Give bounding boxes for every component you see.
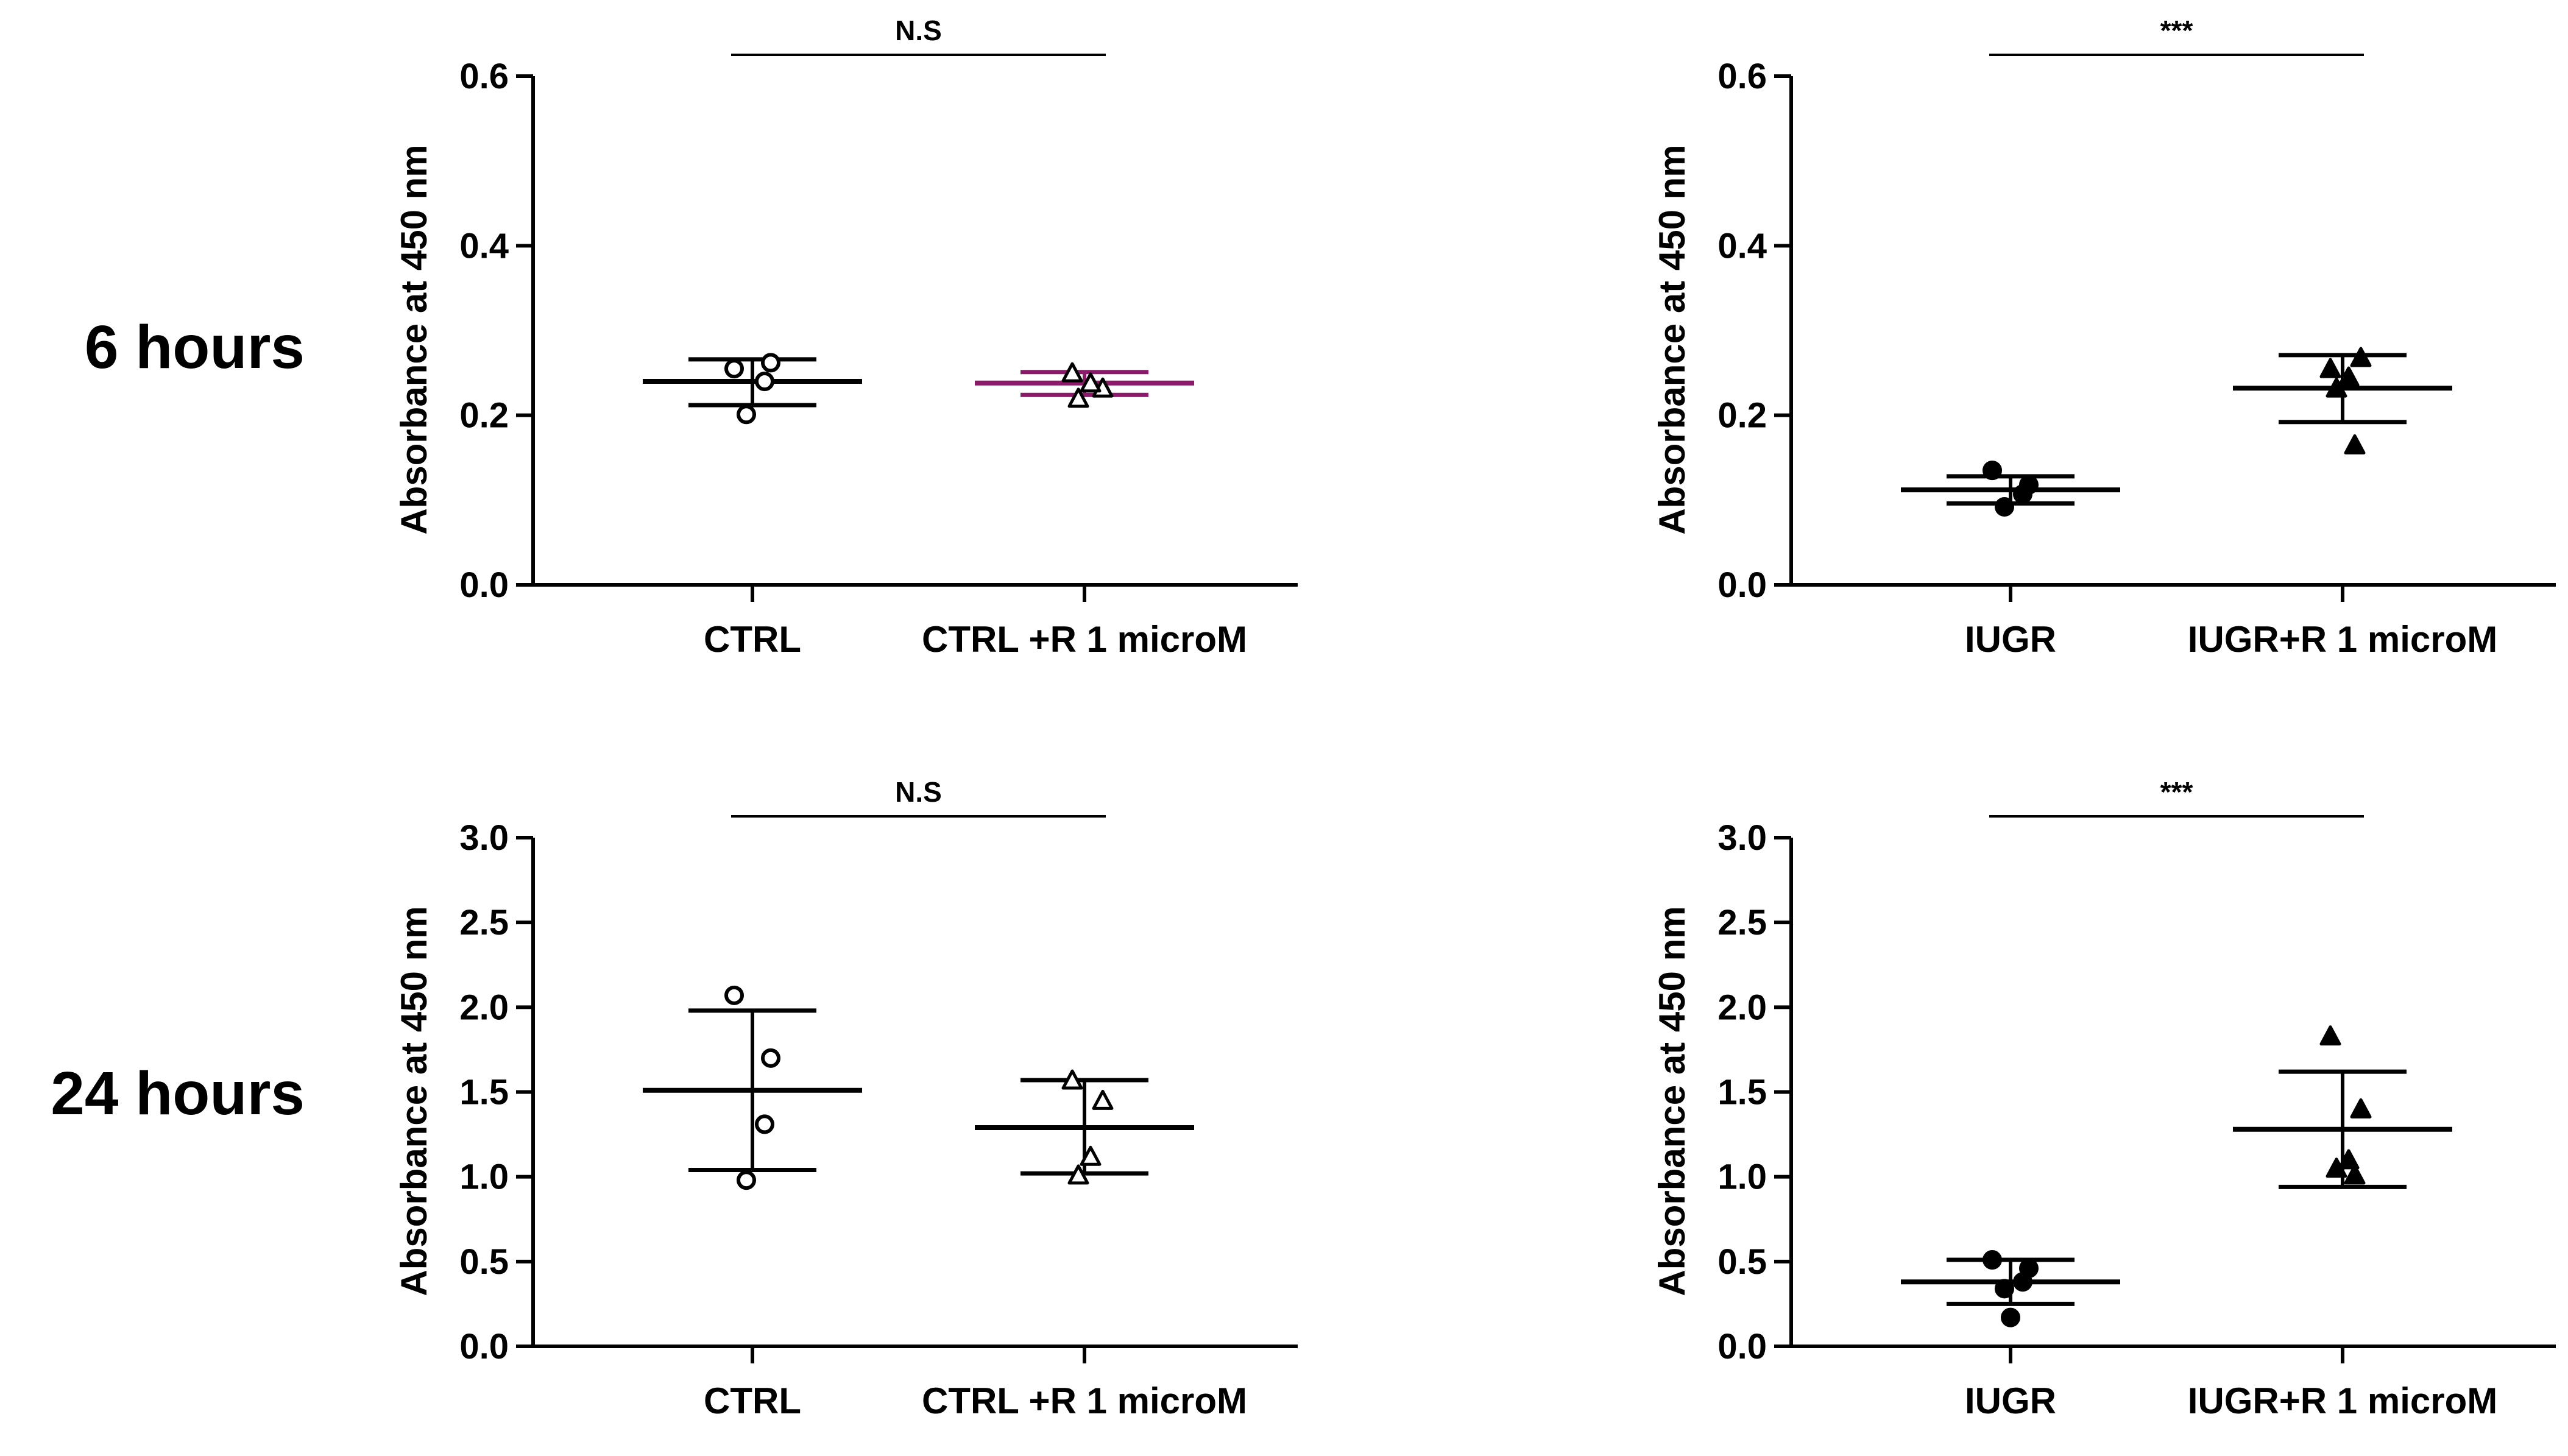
- y-tick-label: 2.5: [459, 903, 509, 942]
- significance-label: ***: [2160, 15, 2193, 46]
- x-tick-label: CTRL: [704, 1380, 801, 1421]
- data-point: [755, 1114, 774, 1134]
- data-point: [1067, 1164, 1089, 1185]
- x-tick-label: CTRL +R 1 microM: [922, 619, 1247, 660]
- data-point: [2326, 1157, 2347, 1178]
- data-point: [2338, 1149, 2360, 1170]
- significance-label: ***: [2160, 776, 2193, 808]
- data-point: [761, 353, 780, 373]
- y-tick-label: 1.5: [1717, 1073, 1767, 1112]
- y-tick-label: 0.0: [459, 565, 509, 605]
- y-tick-label: 0.4: [459, 226, 509, 266]
- data-point: [2338, 366, 2360, 387]
- data-point: [1092, 1089, 1114, 1110]
- chart-iugr-6h: 0.0 0.2 0.4 0.6 Absorbance at 450 nm IUGR IUGR…: [1652, 15, 2556, 660]
- data-point: [2326, 377, 2347, 398]
- x-tick-label: CTRL: [704, 619, 801, 660]
- data-point: [1080, 1145, 1102, 1166]
- y-tick-label: 2.0: [1717, 988, 1767, 1027]
- row-label-24-hours: 24 hours: [51, 1059, 305, 1128]
- y-tick-label: 3.0: [459, 818, 509, 858]
- y-tick-label: 1.0: [459, 1157, 509, 1197]
- data-point: [737, 405, 756, 425]
- y-tick-label: 2.5: [1717, 903, 1767, 942]
- x-tick-label: IUGR+R 1 microM: [2188, 1380, 2497, 1421]
- y-tick-label: 0.5: [1717, 1242, 1767, 1282]
- y-tick-label: 1.5: [459, 1073, 509, 1112]
- y-tick-label: 0.6: [1717, 57, 1767, 96]
- y-axis-label: Absorbance at 450 nm: [394, 906, 434, 1296]
- data-point: [2344, 434, 2366, 454]
- y-axis-label: Absorbance at 450 nm: [394, 144, 434, 534]
- y-tick-label: 0.5: [459, 1242, 509, 1282]
- y-tick-label: 0.0: [1717, 1327, 1767, 1366]
- data-point: [2013, 1272, 2032, 1292]
- data-point: [1995, 1279, 2014, 1299]
- y-axis-label: Absorbance at 450 nm: [1652, 144, 1693, 534]
- y-tick-label: 0.0: [459, 1327, 509, 1366]
- data-point: [2344, 1164, 2366, 1185]
- data-point: [724, 985, 744, 1005]
- data-point: [1983, 1250, 2002, 1270]
- data-point: [1061, 1069, 1083, 1090]
- data-point: [1983, 461, 2002, 481]
- data-point: [755, 372, 774, 391]
- data-point: [737, 1170, 756, 1190]
- x-tick-label: IUGR: [1965, 619, 2056, 660]
- y-tick-label: 2.0: [459, 988, 509, 1027]
- row-label-6-hours: 6 hours: [84, 313, 305, 381]
- x-tick-label: IUGR: [1965, 1380, 2056, 1421]
- data-point: [1061, 362, 1083, 383]
- data-point: [2350, 347, 2372, 367]
- y-tick-label: 0.0: [1717, 565, 1767, 605]
- data-point: [1067, 387, 1089, 408]
- x-tick-label: CTRL +R 1 microM: [922, 1380, 1247, 1421]
- y-tick-label: 0.2: [459, 396, 509, 436]
- data-point: [2319, 358, 2341, 378]
- y-tick-label: 0.6: [459, 57, 509, 96]
- significance-label: N.S: [895, 15, 942, 46]
- data-point: [1995, 497, 2014, 517]
- y-tick-label: 1.0: [1717, 1157, 1767, 1197]
- data-point: [2013, 484, 2032, 504]
- significance-label: N.S: [895, 776, 942, 808]
- x-tick-label: IUGR+R 1 microM: [2188, 619, 2497, 660]
- data-point: [1080, 372, 1102, 393]
- chart-ctrl-24h: 0.0 0.5 1.0 1.5 2.0 2.5 3.0 Absorbance at 450 n…: [394, 776, 1298, 1421]
- chart-iugr-24h: 0.0 0.5 1.0 1.5 2.0 2.5 3.0 Absorbance at 450 n…: [1652, 776, 2556, 1421]
- y-tick-label: 0.4: [1717, 226, 1767, 266]
- data-point: [724, 359, 744, 379]
- y-tick-label: 0.2: [1717, 396, 1767, 436]
- chart-ctrl-6h: 0.0 0.2 0.4 0.6 Absorbance at 450 nm CTRL CTRL…: [394, 15, 1298, 660]
- data-point: [761, 1048, 780, 1068]
- y-axis-label: Absorbance at 450 nm: [1652, 906, 1693, 1296]
- data-point: [2001, 1307, 2020, 1327]
- data-point: [2350, 1098, 2372, 1119]
- data-point: [2319, 1025, 2341, 1046]
- y-tick-label: 3.0: [1717, 818, 1767, 858]
